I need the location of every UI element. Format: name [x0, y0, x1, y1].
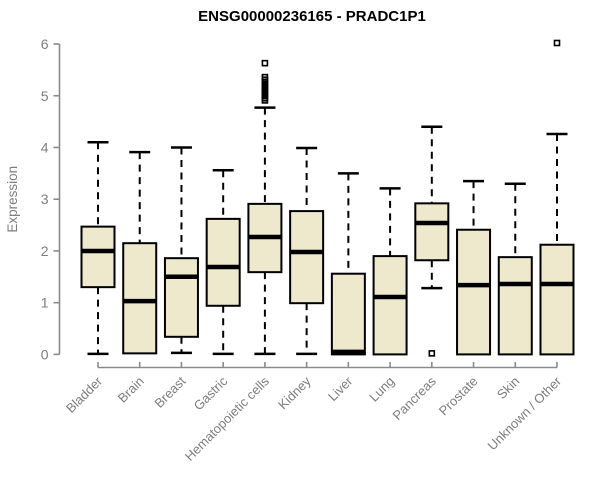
outlier-point — [553, 39, 561, 47]
box-iqr — [456, 228, 492, 356]
box-iqr — [330, 272, 366, 356]
chart-title: ENSG00000236165 - PRADC1P1 — [198, 8, 426, 25]
x-category-label: Unknown / Other — [485, 373, 565, 453]
outlier-point — [428, 350, 436, 357]
box-iqr — [497, 256, 533, 356]
y-tick-label: 6 — [41, 36, 49, 52]
y-tick-label: 4 — [41, 139, 49, 155]
box-group: Kidney — [275, 146, 325, 412]
box-iqr — [122, 242, 158, 355]
box-group: Brain — [115, 150, 158, 406]
box-iqr — [80, 225, 116, 289]
y-tick-label: 0 — [41, 346, 49, 362]
box-group: Lung — [366, 187, 408, 405]
box-iqr — [414, 202, 450, 262]
x-category-label: Breast — [151, 373, 188, 410]
outlier-point — [261, 59, 269, 67]
box-group: Bladder — [63, 141, 116, 416]
box-group: Skin — [494, 182, 533, 402]
y-tick-label: 3 — [41, 191, 49, 207]
box-group: Breast — [151, 146, 199, 411]
y-axis-title: Expression — [5, 166, 20, 233]
x-category-label: Pancreas — [389, 373, 439, 423]
y-tick-label: 2 — [41, 243, 49, 259]
y-tick-label: 5 — [41, 88, 49, 104]
x-category-label: Skin — [494, 374, 522, 402]
x-category-label: Lung — [366, 374, 397, 405]
y-tick-label: 1 — [41, 295, 49, 311]
x-category-label: Kidney — [275, 373, 314, 412]
box-iqr — [372, 255, 408, 356]
x-category-label: Bladder — [63, 373, 106, 416]
x-category-label: Gastric — [191, 373, 231, 413]
x-category-label: Liver — [325, 373, 356, 404]
box-iqr — [289, 210, 325, 305]
box-iqr — [539, 243, 575, 356]
box-group: Liver — [325, 172, 366, 404]
outlier-point — [261, 97, 269, 104]
box-iqr — [163, 257, 199, 338]
x-category-label: Brain — [115, 374, 147, 406]
x-category-label: Prostate — [436, 374, 481, 419]
box-iqr — [205, 217, 241, 307]
